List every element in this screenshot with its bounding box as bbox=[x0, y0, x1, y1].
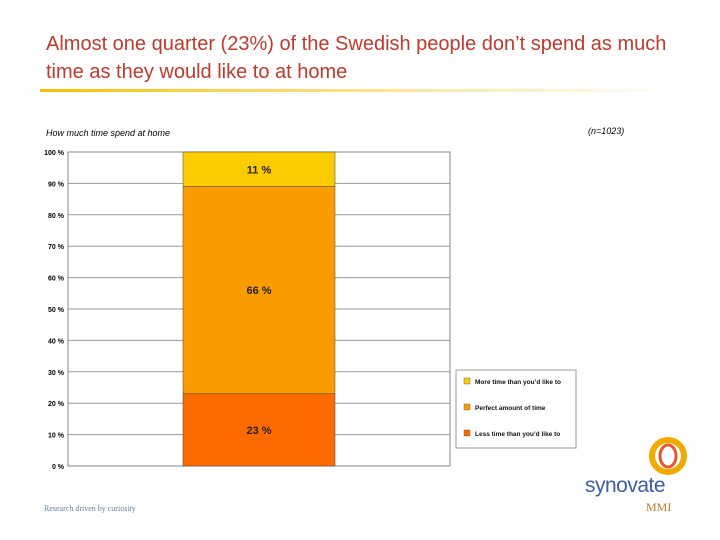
legend-label: Less time than you’d like to bbox=[475, 431, 560, 438]
y-tick-label: 40 % bbox=[48, 338, 65, 345]
legend-swatch bbox=[463, 377, 471, 385]
footer-tagline: Research driven by curiosity bbox=[44, 504, 136, 513]
brand-sub: MMI bbox=[646, 500, 672, 514]
data-label: 66 % bbox=[246, 285, 271, 297]
bar-segment bbox=[182, 186, 336, 395]
legend-swatch bbox=[463, 429, 471, 437]
title-underline bbox=[40, 89, 680, 92]
legend-label: Perfect amount of time bbox=[475, 405, 546, 412]
y-tick-label: 70 % bbox=[48, 244, 65, 251]
data-label: 23 % bbox=[246, 425, 271, 437]
y-tick-label: 100 % bbox=[44, 150, 65, 157]
y-tick-label: 50 % bbox=[48, 307, 65, 314]
y-tick-label: 60 % bbox=[48, 276, 65, 283]
sample-size-note: (n=1023) bbox=[588, 126, 625, 136]
legend-swatch bbox=[463, 403, 471, 411]
y-tick-label: 0 % bbox=[52, 464, 65, 471]
bar-segment bbox=[182, 151, 336, 187]
y-tick-label: 30 % bbox=[48, 370, 65, 377]
chart-title: How much time spend at home bbox=[46, 128, 171, 138]
y-tick-label: 80 % bbox=[48, 213, 65, 220]
y-tick-label: 90 % bbox=[48, 181, 65, 188]
synovate-logo-icon bbox=[649, 437, 687, 475]
bar-segment bbox=[182, 393, 336, 467]
slide-title: Almost one quarter (23%) of the Swedish … bbox=[46, 33, 667, 83]
brand-name: synovate bbox=[585, 474, 666, 497]
y-tick-label: 20 % bbox=[48, 401, 65, 408]
data-label: 11 % bbox=[247, 164, 272, 176]
legend-label: More time than you’d like to bbox=[475, 379, 561, 386]
legend bbox=[455, 369, 577, 449]
y-tick-label: 10 % bbox=[48, 433, 65, 440]
